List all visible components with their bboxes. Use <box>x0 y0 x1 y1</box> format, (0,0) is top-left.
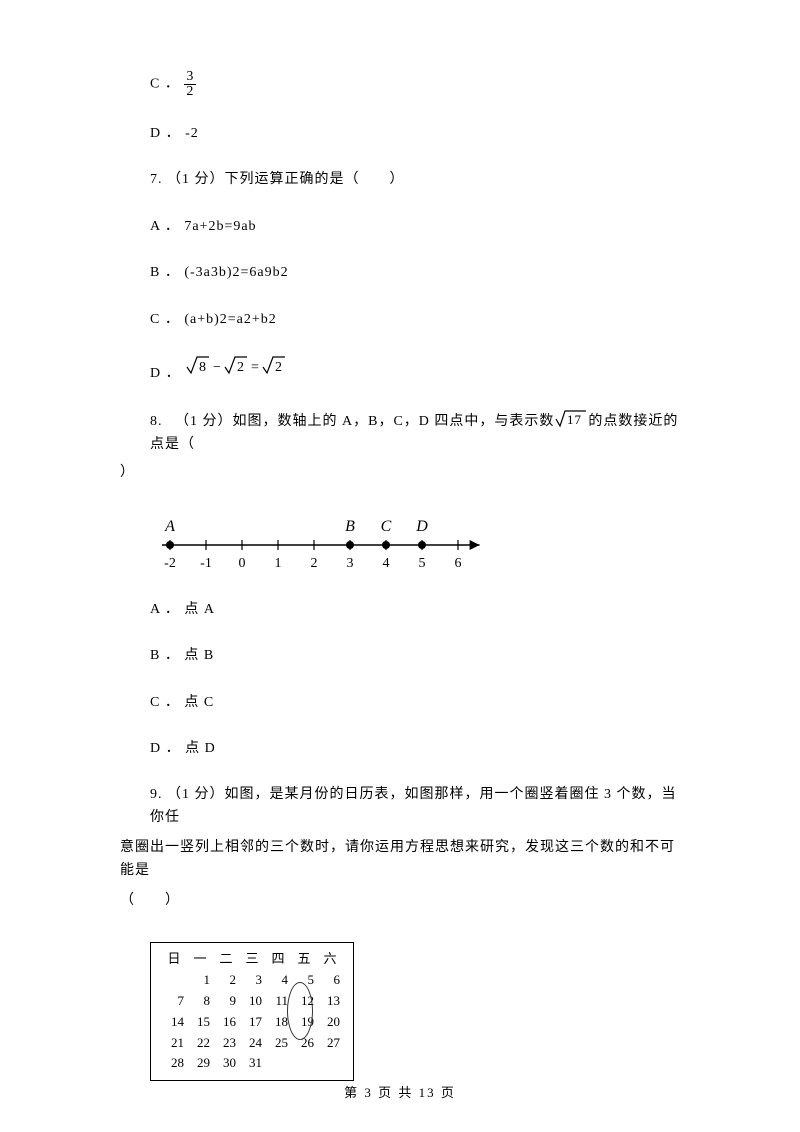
q6-optc-prefix: C ． <box>150 77 180 92</box>
q8-option-c: C ． 点 C <box>120 692 680 714</box>
q6-option-d: D ． -2 <box>120 123 680 145</box>
q9-stem-1: 9. （1 分）如图，是某月份的日历表，如图那样，用一个圈竖着圈住 3 个数，当… <box>120 784 680 829</box>
q7-option-d: D ． 8 − 2 = 2 <box>120 355 680 385</box>
svg-text:6: 6 <box>455 556 462 571</box>
q7-option-a: A ． 7a+2b=9ab <box>120 216 680 238</box>
svg-text:C: C <box>381 518 392 535</box>
frac-den: 2 <box>184 85 196 99</box>
svg-text:4: 4 <box>383 556 390 571</box>
q7-option-b: B ． (-3a3b)2=6a9b2 <box>120 262 680 284</box>
sqrt-expr-icon: 8 − 2 = 2 <box>185 366 295 381</box>
q8-stem-close: ） <box>120 462 680 484</box>
q8-option-a: A ． 点 A <box>120 599 680 621</box>
q7-option-c: C ． (a+b)2=a2+b2 <box>120 309 680 331</box>
q8-option-b: B ． 点 B <box>120 645 680 667</box>
svg-text:2: 2 <box>237 360 245 375</box>
calendar-table: 日一二三四五六123456789101112131415161718192021… <box>161 949 343 1074</box>
svg-text:=: = <box>251 360 260 375</box>
svg-text:D: D <box>415 518 428 535</box>
svg-text:17: 17 <box>567 412 582 427</box>
q7-stem: 7. （1 分）下列运算正确的是（ ） <box>120 169 680 191</box>
q9-stem-3: （ ） <box>120 890 680 912</box>
frac-num: 3 <box>184 70 196 85</box>
svg-text:2: 2 <box>275 360 283 375</box>
svg-text:A: A <box>164 518 175 535</box>
calendar-figure: 日一二三四五六123456789101112131415161718192021… <box>150 942 354 1081</box>
svg-text:−: − <box>213 360 222 375</box>
q8-stem-a: 8. （1 分）如图，数轴上的 A，B，C，D 四点中，与表示数 <box>150 414 554 429</box>
svg-text:-2: -2 <box>164 556 176 571</box>
q9-stem-2: 意圈出一竖列上相邻的三个数时，请你运用方程思想来研究，发现这三个数的和不可能是 <box>120 837 680 882</box>
page-footer: 第 3 页 共 13 页 <box>0 1083 800 1104</box>
q7-optd-prefix: D ． <box>150 366 181 381</box>
q8-option-d: D ． 点 D <box>120 738 680 760</box>
numberline-figure: -2 -1 0 1 2 3 4 5 6 A B C D <box>150 509 680 587</box>
svg-text:5: 5 <box>419 556 426 571</box>
svg-text:8: 8 <box>199 360 207 375</box>
q6-option-c: C ． 3 2 <box>120 70 680 99</box>
svg-text:-1: -1 <box>200 556 212 571</box>
svg-text:2: 2 <box>311 556 318 571</box>
sqrt17-icon: 17 <box>554 414 588 429</box>
q8-stem: 8. （1 分）如图，数轴上的 A，B，C，D 四点中，与表示数 17 的点数接… <box>120 409 680 456</box>
svg-text:B: B <box>345 518 355 535</box>
svg-text:0: 0 <box>239 556 246 571</box>
svg-text:1: 1 <box>275 556 282 571</box>
svg-text:3: 3 <box>347 556 354 571</box>
fraction-icon: 3 2 <box>184 70 196 99</box>
